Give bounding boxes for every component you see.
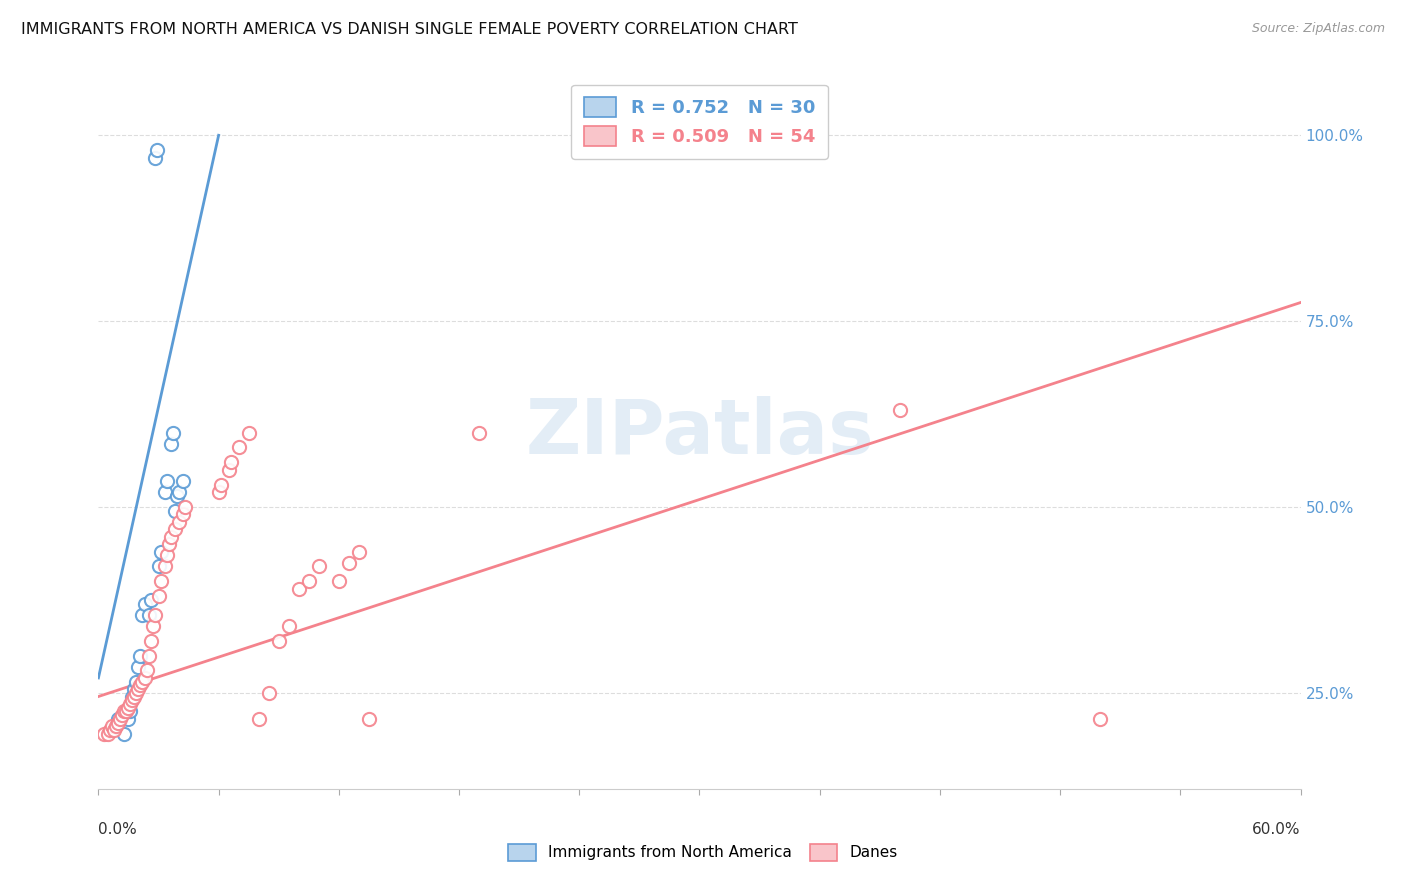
Point	[267, 633, 290, 648]
Text: 60.0%: 60.0%	[1253, 822, 1301, 837]
Point	[131, 674, 153, 689]
Point	[134, 597, 156, 611]
Point	[115, 705, 138, 719]
Point	[163, 503, 186, 517]
Point	[103, 723, 125, 737]
Point	[163, 522, 186, 536]
Point	[141, 619, 163, 633]
Legend: R = 0.752   N = 30, R = 0.509   N = 54: R = 0.752 N = 30, R = 0.509 N = 54	[571, 85, 828, 159]
Point	[143, 607, 166, 622]
Legend: Immigrants from North America, Danes: Immigrants from North America, Danes	[501, 837, 905, 868]
Point	[139, 633, 162, 648]
Point	[889, 403, 911, 417]
Point	[125, 686, 148, 700]
Point	[117, 700, 139, 714]
Point	[153, 559, 176, 574]
Point	[93, 726, 115, 740]
Point	[1088, 712, 1111, 726]
Point	[121, 690, 143, 704]
Point	[124, 681, 146, 696]
Point	[128, 681, 150, 696]
Point	[153, 485, 176, 500]
Point	[124, 690, 146, 704]
Point	[135, 664, 157, 678]
Point	[149, 544, 172, 558]
Point	[159, 437, 181, 451]
Point	[120, 697, 142, 711]
Point	[166, 489, 188, 503]
Point	[101, 719, 124, 733]
Point	[308, 559, 330, 574]
Point	[128, 660, 150, 674]
Point	[149, 574, 172, 589]
Point	[218, 463, 240, 477]
Point	[157, 537, 180, 551]
Point	[143, 151, 166, 165]
Point	[328, 574, 350, 589]
Text: Source: ZipAtlas.com: Source: ZipAtlas.com	[1251, 22, 1385, 36]
Point	[172, 474, 194, 488]
Point	[162, 425, 184, 440]
Point	[145, 143, 167, 157]
Point	[208, 485, 231, 500]
Point	[117, 712, 139, 726]
Point	[110, 712, 132, 726]
Point	[107, 715, 129, 730]
Text: IMMIGRANTS FROM NORTH AMERICA VS DANISH SINGLE FEMALE POVERTY CORRELATION CHART: IMMIGRANTS FROM NORTH AMERICA VS DANISH …	[21, 22, 799, 37]
Point	[155, 474, 177, 488]
Point	[107, 712, 129, 726]
Point	[131, 607, 153, 622]
Point	[97, 726, 120, 740]
Point	[288, 582, 311, 596]
Point	[357, 712, 380, 726]
Point	[167, 515, 190, 529]
Point	[134, 671, 156, 685]
Point	[114, 705, 136, 719]
Point	[105, 719, 128, 733]
Point	[100, 723, 122, 737]
Point	[138, 607, 160, 622]
Point	[114, 726, 136, 740]
Point	[347, 544, 370, 558]
Point	[125, 674, 148, 689]
Point	[247, 712, 270, 726]
Point	[167, 485, 190, 500]
Point	[129, 648, 152, 663]
Text: 0.0%: 0.0%	[98, 822, 138, 837]
Point	[159, 530, 181, 544]
Point	[257, 686, 280, 700]
Point	[238, 425, 260, 440]
Point	[337, 556, 360, 570]
Point	[228, 441, 250, 455]
Point	[155, 548, 177, 563]
Point	[120, 705, 142, 719]
Point	[148, 589, 170, 603]
Point	[111, 708, 134, 723]
Text: ZIPatlas: ZIPatlas	[526, 396, 873, 469]
Point	[173, 500, 195, 514]
Point	[139, 592, 162, 607]
Point	[298, 574, 321, 589]
Point	[468, 425, 491, 440]
Point	[138, 648, 160, 663]
Point	[219, 455, 242, 469]
Point	[172, 508, 194, 522]
Point	[209, 477, 232, 491]
Point	[121, 693, 143, 707]
Point	[129, 678, 152, 692]
Point	[148, 559, 170, 574]
Point	[277, 619, 299, 633]
